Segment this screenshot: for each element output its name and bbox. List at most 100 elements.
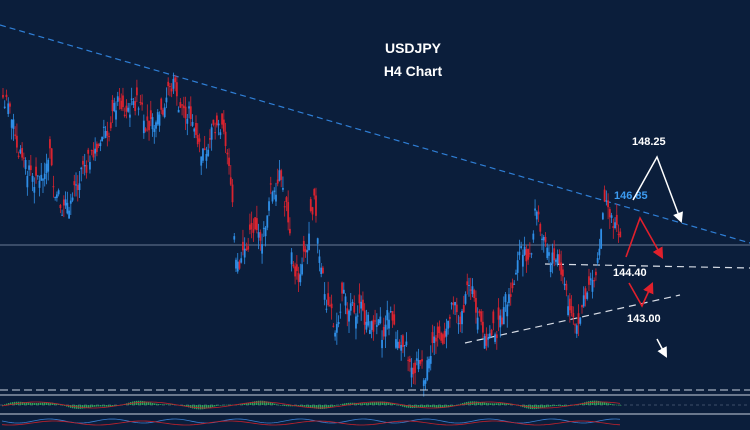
level-label-143-00: 143.00	[627, 313, 661, 325]
oscillator-bar-41	[84, 405, 86, 409]
candle-body-73	[129, 114, 131, 118]
candle-body-181	[316, 238, 319, 244]
candle-body-10	[19, 149, 22, 154]
level-label-148-25: 148.25	[632, 136, 666, 148]
candle-body-140	[245, 248, 248, 251]
candle-body-63	[111, 99, 114, 112]
oscillator-bar-244	[490, 403, 492, 405]
oscillator2-group	[1, 418, 621, 426]
candle-body-338	[589, 278, 592, 281]
oscillator-bar-201	[404, 405, 406, 408]
oscillator-bar-5	[12, 402, 14, 405]
candle-body-97	[170, 88, 173, 92]
candle-body-254	[443, 331, 446, 338]
candle-body-54	[95, 143, 98, 152]
candle-body-200	[349, 303, 352, 311]
candle-body-17	[31, 175, 34, 182]
candle-body-38	[68, 210, 70, 219]
candle-body-354	[617, 233, 620, 235]
oscillator-bar-45	[92, 405, 94, 408]
candle-body-159	[278, 170, 281, 181]
candle-body-336	[586, 292, 589, 299]
oscillator-bar-169	[340, 404, 342, 405]
oscillator-bar-1	[4, 404, 6, 405]
oscillator-bar-266	[534, 405, 536, 410]
candle-body-136	[238, 261, 241, 269]
candle-body-138	[242, 241, 244, 251]
oscillator-bar-203	[408, 405, 410, 408]
candle-body-191	[334, 332, 337, 337]
oscillator-bar-156	[314, 405, 316, 409]
candle-body-133	[233, 236, 236, 240]
candle-body-164	[287, 202, 290, 223]
candle-body-303	[528, 253, 531, 255]
candle-body-305	[532, 233, 535, 240]
oscillator-bar-217	[436, 405, 438, 408]
candle-body-116	[203, 148, 206, 151]
candle-body-123	[215, 115, 218, 126]
candle-body-163	[285, 197, 288, 203]
oscillator-group	[1, 400, 622, 410]
candle-body-347	[605, 200, 608, 202]
candle-body-343	[598, 248, 601, 256]
candle-body-142	[249, 224, 251, 230]
candle-body-351	[612, 226, 615, 229]
candle-body-261	[455, 304, 458, 313]
candle-body-13	[24, 160, 27, 170]
candle-body-86	[151, 117, 154, 130]
candle-body-27	[49, 139, 51, 149]
level-label-146-85: 146.85	[614, 190, 648, 202]
oscillator-bar-162	[326, 405, 328, 409]
candle-body-216	[377, 319, 380, 326]
oscillator-bar-243	[488, 403, 490, 405]
candle-body-77	[135, 87, 138, 96]
candle-body-46	[82, 160, 84, 165]
oscillator-bar-178	[358, 403, 360, 405]
oscillator-bar-237	[476, 401, 478, 405]
oscillator-bar-200	[402, 405, 404, 407]
oscillator-bar-80	[162, 404, 164, 405]
oscillator-bar-46	[94, 405, 96, 407]
candle-body-333	[581, 305, 583, 308]
candle-body-326	[568, 298, 571, 311]
oscillator-bar-151	[304, 405, 306, 407]
oscillator-bar-306	[614, 404, 616, 406]
candle-body-309	[539, 224, 542, 232]
candle-body-15	[28, 165, 30, 170]
candle-body-12	[22, 157, 25, 159]
candle-body-47	[83, 164, 86, 167]
candle-body-295	[515, 272, 517, 275]
candle-body-19	[35, 166, 37, 176]
oscillator-bar-177	[356, 402, 358, 405]
oscillator-bar-173	[348, 402, 350, 405]
candle-body-167	[292, 264, 295, 267]
oscillator-bar-113	[228, 404, 230, 406]
candle-body-53	[94, 148, 97, 154]
candle-body-214	[374, 320, 376, 322]
oscillator-bar-103	[208, 405, 210, 409]
candle-body-188	[328, 305, 331, 307]
candle-body-223	[389, 311, 392, 313]
candle-body-319	[556, 254, 559, 264]
candle-body-105	[184, 106, 187, 119]
candle-body-132	[231, 184, 234, 203]
oscillator-bar-51	[104, 405, 106, 407]
candle-body-203	[355, 316, 357, 329]
oscillator-bar-106	[214, 405, 216, 407]
oscillator-bar-304	[610, 403, 612, 405]
oscillator-bar-125	[252, 401, 254, 405]
candle-body-325	[567, 306, 569, 316]
candle-body-280	[488, 333, 491, 338]
oscillator-bar-193	[388, 402, 390, 405]
oscillator-bar-49	[100, 405, 102, 407]
candle-body-186	[325, 308, 328, 310]
oscillator-bar-195	[392, 403, 394, 405]
candle-body-210	[367, 314, 370, 326]
oscillator-bar-271	[544, 405, 546, 408]
candle-body-300	[523, 246, 526, 255]
oscillator-bar-273	[548, 405, 550, 407]
oscillator-bar-126	[254, 401, 256, 405]
candle-body-211	[368, 329, 371, 334]
oscillator-bar-97	[196, 405, 198, 410]
candle-body-148	[259, 232, 262, 241]
